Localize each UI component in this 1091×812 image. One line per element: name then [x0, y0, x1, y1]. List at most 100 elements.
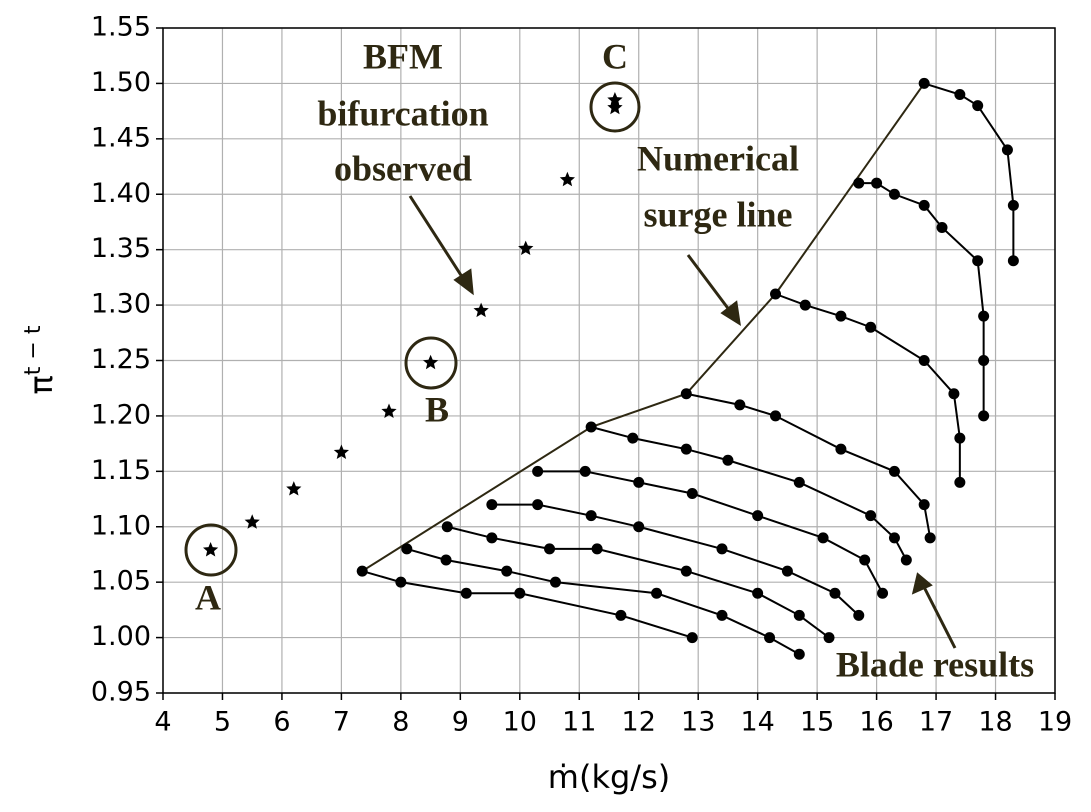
point	[770, 288, 782, 300]
point	[680, 565, 692, 577]
point	[532, 499, 544, 511]
point	[680, 443, 692, 455]
star-point	[607, 92, 623, 107]
point	[924, 532, 936, 544]
point	[401, 543, 413, 555]
circle-a	[184, 523, 238, 577]
x-tick-label: 17	[919, 707, 953, 738]
x-tick-label: 6	[273, 707, 290, 738]
y-tick-label: 1.35	[91, 233, 151, 264]
arrow	[686, 254, 735, 316]
y-tick-label: 1.15	[91, 455, 151, 486]
x-tick-label: 11	[562, 707, 596, 738]
x-tick-label: 9	[452, 707, 469, 738]
point	[972, 255, 984, 267]
point	[799, 299, 811, 311]
point	[853, 609, 865, 621]
point	[918, 499, 930, 511]
arrow-head	[720, 300, 741, 326]
y-tick-label: 1.20	[91, 399, 151, 430]
point	[651, 587, 663, 599]
point	[835, 443, 847, 455]
point	[793, 476, 805, 488]
point	[716, 543, 728, 555]
y-axis-label: πt − t	[21, 325, 60, 394]
point	[972, 100, 984, 112]
plot	[203, 77, 1019, 660]
point	[888, 532, 900, 544]
x-tick-label: 12	[622, 707, 656, 738]
point	[817, 532, 829, 544]
series-line	[447, 525, 830, 639]
point	[627, 432, 639, 444]
x-tick-label: 19	[1038, 707, 1072, 738]
annotation: C	[602, 36, 628, 76]
point	[865, 510, 877, 522]
x-tick-label: 5	[214, 707, 231, 738]
point	[918, 77, 930, 89]
point	[793, 609, 805, 621]
point	[579, 465, 591, 477]
series-line	[491, 503, 860, 617]
series-line	[775, 293, 961, 483]
point	[633, 476, 645, 488]
point	[829, 587, 841, 599]
y-tick-label: 1.00	[91, 621, 151, 652]
point	[978, 310, 990, 322]
y-tick-label: 1.30	[91, 289, 151, 320]
y-tick-label: 1.40	[91, 178, 151, 209]
point	[835, 310, 847, 322]
star-point	[607, 99, 623, 115]
annotation-shapes	[184, 81, 957, 649]
point	[1007, 255, 1019, 267]
point	[781, 565, 793, 577]
star-point	[244, 514, 260, 529]
x-tick-label: 15	[800, 707, 834, 738]
x-tick-label: 14	[740, 707, 774, 738]
y-tick-label: 1.50	[91, 67, 151, 98]
point	[1001, 144, 1013, 156]
arrow	[921, 584, 957, 649]
point	[356, 565, 368, 577]
star-point	[381, 403, 397, 418]
y-tick-label: 1.55	[91, 12, 151, 43]
point	[395, 576, 407, 588]
point	[859, 554, 871, 566]
point	[888, 188, 900, 200]
point	[514, 587, 526, 599]
y-tick-label: 1.10	[91, 510, 151, 541]
point	[633, 521, 645, 533]
point	[853, 177, 865, 189]
point	[532, 465, 544, 477]
point	[978, 355, 990, 366]
star-point	[559, 171, 575, 187]
point	[486, 499, 498, 511]
series-line	[923, 82, 1015, 261]
x-tick-label: 7	[333, 707, 350, 738]
point	[954, 89, 966, 100]
point	[1007, 199, 1019, 211]
x-tick-label: 13	[681, 707, 715, 738]
series-line	[361, 570, 693, 639]
point	[441, 521, 453, 533]
point	[486, 532, 498, 544]
point	[686, 488, 698, 499]
point	[680, 388, 692, 400]
series-line	[406, 547, 800, 656]
annotation: Blade results	[836, 644, 1034, 684]
x-tick-label: 10	[503, 707, 537, 738]
star-point	[473, 302, 489, 318]
point	[734, 399, 746, 411]
arrow	[408, 195, 468, 284]
point	[615, 609, 627, 621]
point	[888, 465, 900, 477]
x-tick-label: 8	[392, 707, 409, 738]
point	[752, 587, 764, 599]
point	[793, 648, 805, 660]
point	[544, 543, 556, 555]
y-label-symbol: π	[22, 375, 60, 394]
point	[752, 510, 764, 522]
point	[918, 355, 930, 366]
series-line	[537, 470, 884, 594]
point	[823, 632, 835, 644]
